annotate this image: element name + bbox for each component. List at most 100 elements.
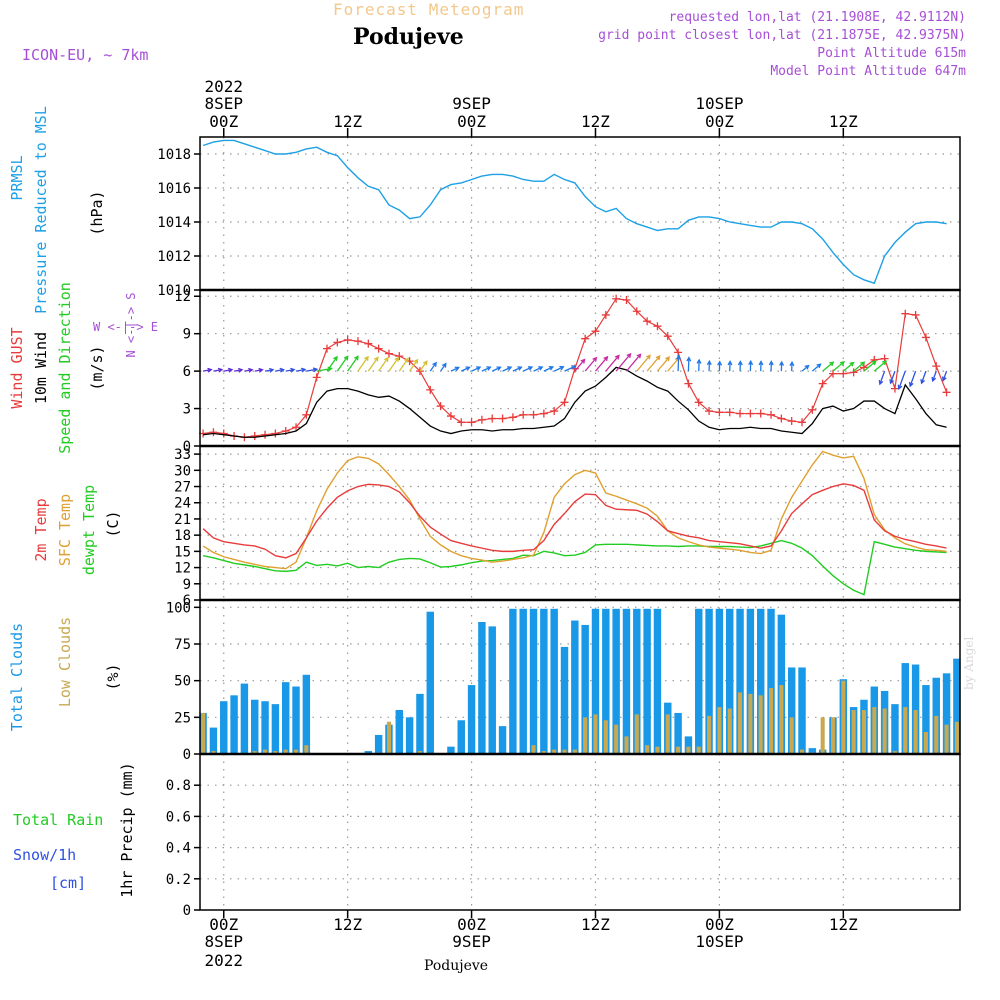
temperature-ytick-label: 24 [174, 496, 191, 512]
temp-ylabel: (C) [104, 510, 122, 537]
watermark: by Angel [962, 636, 976, 690]
gust-point [374, 344, 383, 353]
top-time-label-hour: 12Z [581, 112, 610, 131]
wind-arrow-head [727, 360, 733, 366]
wind-arrow-head [676, 354, 682, 360]
total-clouds-bar [911, 664, 920, 754]
temperature-ytick-label: 18 [174, 528, 191, 544]
gust-point [932, 362, 941, 371]
gust-point [529, 410, 538, 419]
gust-point [725, 408, 734, 417]
gust-point [446, 412, 455, 421]
total-clouds-bar [230, 695, 238, 754]
bottom-time-label-hour: 12Z [581, 915, 610, 934]
wind-ytick-label: 6 [183, 364, 191, 380]
low-clouds-bar [830, 717, 836, 754]
wind-direction-arrow [667, 357, 680, 372]
gust-point [715, 408, 724, 417]
total-clouds-bar [509, 608, 517, 754]
wind-direction-arrow [920, 370, 927, 384]
wind-arrow-head [839, 361, 845, 366]
wind-arrow-head [364, 355, 369, 361]
total-clouds-bar [374, 734, 383, 754]
dewpoint-series-line [202, 539, 947, 596]
wind-direction-arrow [213, 368, 223, 372]
wind-direction-arrow [942, 370, 948, 381]
total-clouds-bar [405, 717, 414, 754]
gust-point [343, 335, 352, 344]
precip-label-cm: [cm] [50, 874, 86, 892]
wind-direction-arrow [533, 366, 543, 372]
wind-arrow-head [768, 360, 774, 366]
total-clouds-bar [395, 710, 404, 754]
wind-arrow-head [614, 354, 620, 360]
low-clouds-bar [541, 751, 546, 754]
wind-arrow-head [920, 379, 925, 385]
wind-direction-arrow [336, 356, 349, 372]
wind-direction-arrow [460, 366, 470, 372]
total-clouds-bar [591, 608, 600, 754]
wind-direction-arrow [388, 357, 399, 372]
wind-direction-arrow [574, 359, 586, 372]
gust-point [808, 405, 817, 414]
total-clouds-bar [540, 608, 548, 754]
footer-station: Podujeve [424, 958, 489, 974]
bottom-time-label-hour: 12Z [829, 915, 858, 934]
wind-arrow-head [413, 358, 419, 364]
gust-point [849, 368, 858, 377]
wind-arrow-head [507, 366, 513, 371]
gust-point [323, 344, 332, 353]
total-clouds-bar [447, 746, 455, 754]
wind-arrow-head [496, 366, 502, 371]
total-clouds-bar [798, 667, 806, 754]
gust-point [560, 398, 569, 407]
clouds-label-total: Total Clouds [8, 623, 26, 731]
total-clouds-bar [643, 608, 651, 754]
low-clouds-bar [861, 710, 867, 754]
total-clouds-bar [550, 608, 558, 754]
low-clouds-bar [686, 746, 691, 754]
total-clouds-bar [271, 704, 280, 754]
precip-frame [199, 753, 961, 911]
top-time-label-hour: 00Z [705, 112, 734, 131]
temp-label-2m: 2m Temp [32, 498, 50, 561]
wind-direction-arrow [842, 362, 854, 372]
wind-direction-arrow [932, 370, 937, 382]
low-clouds-bar [758, 695, 763, 754]
wind-arrow-head [279, 367, 285, 373]
low-clouds-bar [779, 685, 784, 754]
temp-label-dewpt: dewpt Temp [80, 485, 98, 575]
gust-point [632, 307, 641, 316]
wind-direction-arrow [656, 356, 670, 372]
wind-ytick-label: 0 [183, 439, 191, 455]
clouds-ytick-label: 75 [174, 637, 191, 653]
wind-direction-arrow [326, 356, 338, 372]
pressure-label-prmsl: PRMSL [8, 155, 26, 200]
wind-arrow-head [476, 366, 482, 371]
bottom-time-label-year: 2022 [204, 951, 243, 970]
wind-arrow-head [269, 367, 275, 373]
low-clouds-bar [923, 732, 928, 754]
wind-direction-arrow [605, 355, 620, 372]
total-clouds-bar [953, 658, 961, 754]
gust-point [477, 415, 486, 424]
low-clouds-bar [913, 710, 918, 754]
gust-point [550, 407, 559, 416]
wind-arrow-head [931, 376, 937, 383]
gust-point [601, 310, 610, 319]
wind-arrow-head [373, 356, 379, 362]
temperature-ytick-label: 6 [183, 593, 191, 609]
precip-ylabel: 1hr Precip (mm) [118, 762, 136, 897]
bottom-time-label-hour: 12Z [333, 915, 362, 934]
total-clouds-bar [684, 736, 693, 754]
total-clouds-bar [715, 608, 724, 754]
total-clouds-bar [209, 727, 218, 754]
wind-arrow-head [789, 360, 795, 367]
station-name: Podujeve [353, 24, 464, 50]
gust-point [384, 349, 393, 358]
low-clouds-bar [572, 749, 577, 754]
gust-point [539, 409, 548, 418]
gust-point [591, 327, 600, 336]
wind-arrow-head [312, 367, 319, 373]
total-clouds-bar [488, 626, 496, 754]
